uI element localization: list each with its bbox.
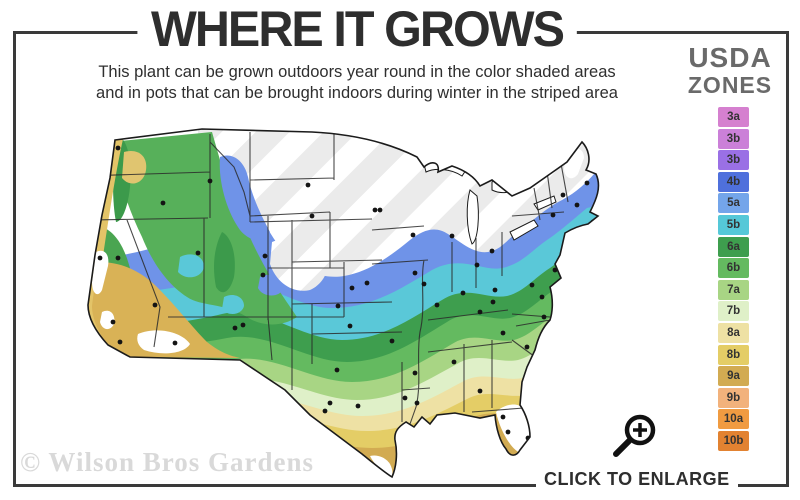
legend-zones: 3a 3b 3b 4b 5a 5b 6a 6b 7a 7b 8a 8b 9a 9b 10a 10b — [718, 107, 749, 451]
click-to-enlarge-label[interactable]: CLICK TO ENLARGE — [536, 469, 738, 490]
watermark: © Wilson Bros Gardens — [20, 447, 314, 477]
legend-zone-6b-7: 6b — [718, 258, 749, 279]
state-borders — [88, 132, 569, 425]
legend-zone-5b-5: 5b — [718, 214, 749, 235]
legend-zone-10a-14: 10a — [718, 409, 749, 430]
subtitle-line-2: and in pots that can be brought indoors … — [96, 84, 618, 102]
page-title: WHERE IT GROWS — [137, 0, 577, 58]
subtitle-line-1: This plant can be grown outdoors year ro… — [98, 63, 616, 81]
legend-zone-9b-13: 9b — [718, 387, 749, 408]
legend-title-zones: ZONES — [687, 72, 773, 98]
usda-zones-legend-header: USDA ZONES — [680, 44, 780, 97]
legend-zone-9a-12: 9a — [718, 366, 749, 387]
legend-zone-8b-11: 8b — [718, 344, 749, 365]
legend-zone-7b-9: 7b — [718, 301, 749, 322]
legend-zone-3b-1: 3b — [718, 128, 749, 149]
us-hardiness-zones-map[interactable] — [72, 112, 620, 480]
legend-zone-3a-0: 3a — [718, 107, 749, 127]
city-dots — [97, 145, 596, 441]
zoom-in-icon[interactable] — [608, 410, 660, 467]
legend-zone-7a-8: 7a — [718, 279, 749, 300]
legend-zone-6a-6: 6a — [718, 236, 749, 257]
legend-zone-3b-2: 3b — [718, 150, 749, 171]
page-subtitle: This plant can be grown outdoors year ro… — [57, 62, 657, 104]
legend-zone-8a-10: 8a — [718, 322, 749, 343]
legend-zone-10b-15: 10b — [718, 430, 749, 451]
legend-zone-4b-3: 4b — [718, 171, 749, 192]
legend-zone-5a-4: 5a — [718, 193, 749, 214]
legend-title-usda: USDA — [688, 42, 772, 73]
